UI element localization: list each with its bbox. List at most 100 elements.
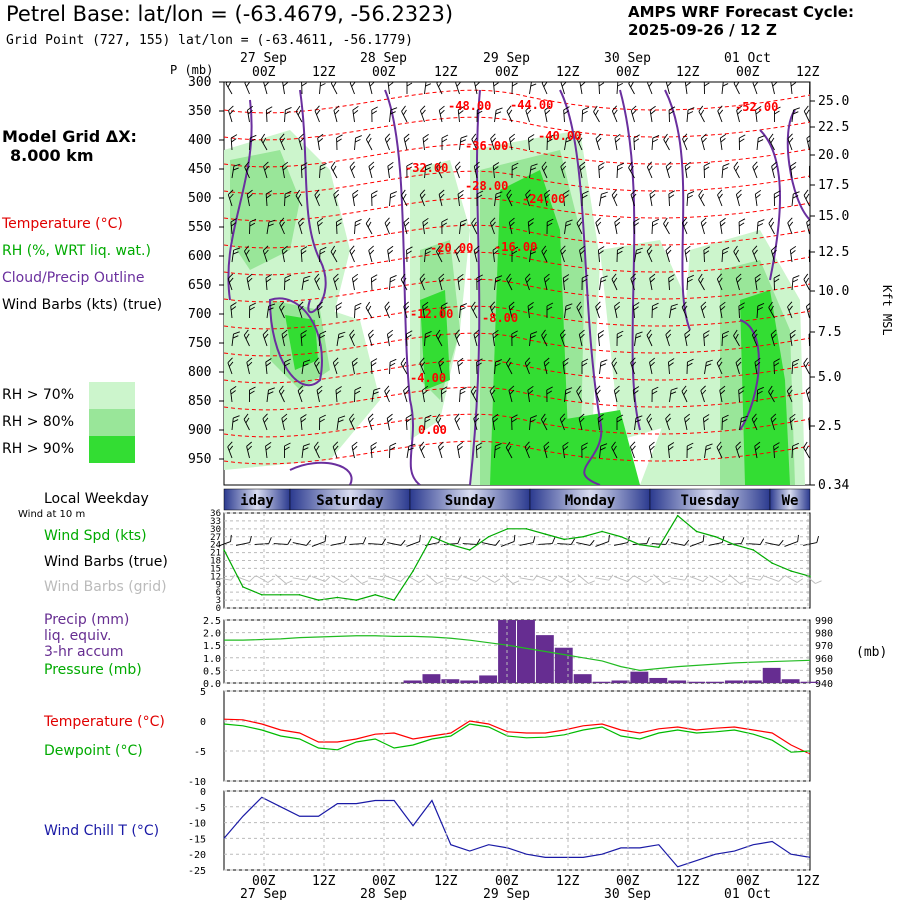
wind-barb xyxy=(593,105,600,123)
wind-barb-shaft xyxy=(700,306,705,319)
wind-barb-flag xyxy=(635,415,643,419)
wind-barb-shaft xyxy=(681,306,688,319)
wind-barb xyxy=(541,329,548,347)
forecast-cycle-line2: 2025-09-26 / 12 Z xyxy=(628,21,777,39)
wind-barb xyxy=(314,105,321,123)
wind-barb-flag xyxy=(279,301,284,308)
wind-barb-flag xyxy=(525,105,531,111)
wind-barb-flag xyxy=(789,329,796,335)
wind-barb-flag xyxy=(670,307,677,311)
wind-barb-flag xyxy=(334,445,339,451)
wind-barb-flag xyxy=(230,134,238,139)
wind-barb-flag xyxy=(651,390,658,395)
wind-barb-flag xyxy=(299,137,305,143)
wind-barb-flag xyxy=(505,357,511,364)
wind-barb-flag xyxy=(511,246,519,251)
surface-wind-barb xyxy=(595,534,610,547)
wind-barb-flag xyxy=(282,333,288,339)
wind-barb-flag xyxy=(511,250,518,255)
wind-barb-flag xyxy=(808,418,810,423)
wind-barb-flag xyxy=(302,363,309,367)
wind-barb-flag xyxy=(354,386,362,391)
wind-barb-flag xyxy=(456,333,461,339)
wind-barb-flag xyxy=(389,358,397,363)
wind-barb-flag xyxy=(755,361,761,367)
wind-barb-shaft xyxy=(611,194,618,207)
wind-barb xyxy=(665,82,672,95)
wind-barb-shaft xyxy=(736,110,740,123)
wind-barb-flag xyxy=(262,137,267,144)
wind-barb-flag xyxy=(581,446,588,451)
bottom-hour-label: 12Z xyxy=(796,874,820,889)
wind-barb-shaft xyxy=(227,194,233,207)
barb-grid-flag xyxy=(324,576,331,582)
wind-barb-flag xyxy=(531,163,538,167)
wind-barb-shaft xyxy=(424,250,426,263)
barb-grid-shaft xyxy=(255,575,269,583)
wind-barb xyxy=(665,245,672,263)
wind-barb xyxy=(756,135,765,151)
wind-barb-flag xyxy=(441,218,448,223)
wind-barb-flag xyxy=(509,389,515,395)
wind-barb-flag xyxy=(611,105,618,112)
wind-barb-flag xyxy=(752,245,758,252)
wind-barb-shaft xyxy=(560,166,565,179)
wind-barb xyxy=(319,82,327,95)
wind-barb xyxy=(421,385,429,403)
wind-barb-flag xyxy=(371,194,377,199)
wind-barb-flag xyxy=(333,189,339,195)
wind-barb-flag xyxy=(649,445,655,451)
wind-barb-flag xyxy=(228,105,234,111)
wind-barb-shaft xyxy=(297,306,303,319)
chart-title: Petrel Base: lat/lon = (-63.4679, -56.23… xyxy=(6,2,454,26)
wind-barb-shaft xyxy=(803,447,810,459)
wind-barb-shaft xyxy=(559,418,565,431)
wind-barb-flag xyxy=(233,415,240,419)
wind-barb-flag xyxy=(350,417,355,424)
wind-barb xyxy=(386,413,393,431)
wind-barb-flag xyxy=(438,441,444,447)
wind-barb-flag xyxy=(616,418,623,423)
wind-barb-flag xyxy=(700,301,707,307)
wind-barb-shaft xyxy=(279,306,285,319)
wind-barb-flag xyxy=(263,161,269,167)
wind-barb xyxy=(419,273,426,291)
wind-barb xyxy=(386,329,394,347)
barb-grid-flag xyxy=(796,578,804,583)
wind-barb-shaft xyxy=(389,361,391,375)
wind-barb-shaft xyxy=(249,137,251,151)
precip-bar xyxy=(422,674,441,683)
wind-barb-shaft xyxy=(700,222,705,235)
barb-flag xyxy=(343,535,347,543)
wind-barb-shaft xyxy=(473,166,478,179)
wind-barb-shaft xyxy=(333,110,338,123)
wind-barb-flag xyxy=(370,358,378,363)
temperature-label: -20.00 xyxy=(430,241,473,255)
wind-barb xyxy=(721,414,729,431)
wind-barb-shaft xyxy=(648,446,653,459)
wind-barb-flag xyxy=(317,217,324,223)
wind-barb-flag xyxy=(703,334,709,339)
height-tick-label: 17.5 xyxy=(818,178,849,193)
wind-barb xyxy=(227,189,234,207)
wind-barb xyxy=(266,219,276,235)
barb-flag xyxy=(324,534,327,542)
precip-bar xyxy=(762,667,781,683)
barb-grid-flag xyxy=(249,576,255,582)
wind-barb-flag xyxy=(265,190,273,195)
wind-barb-flag xyxy=(505,441,511,448)
wind-barb-flag xyxy=(301,250,307,255)
surface-wind-barb-grid xyxy=(746,574,765,581)
wind-barb-flag xyxy=(770,329,777,335)
wind-barb-flag xyxy=(387,417,393,423)
pressure-line xyxy=(224,635,811,672)
wind-barb xyxy=(473,329,480,347)
barb-shaft xyxy=(368,543,383,545)
wind-barb-flag xyxy=(646,161,653,168)
wind-barb-flag xyxy=(265,446,271,451)
wind-barb-shaft xyxy=(735,446,740,459)
wind-barb xyxy=(313,441,320,459)
wind-barb xyxy=(436,161,443,179)
wind-barb-flag xyxy=(474,165,480,171)
wind-barb-shaft xyxy=(335,305,338,319)
